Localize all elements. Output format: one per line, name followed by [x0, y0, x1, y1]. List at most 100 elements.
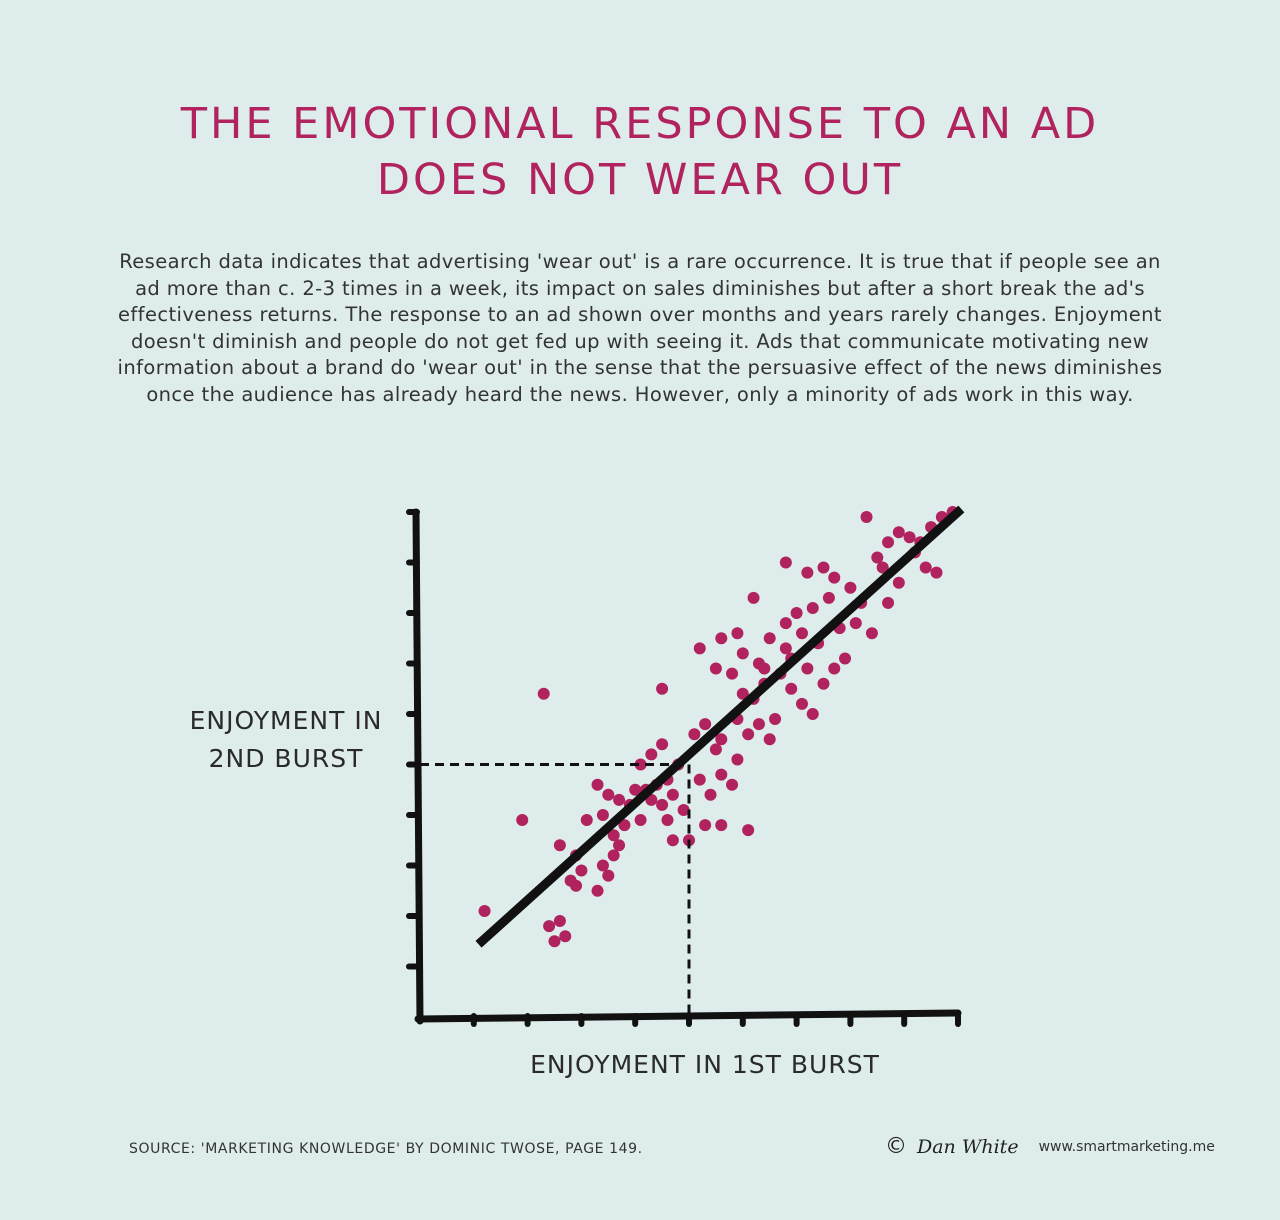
- data-point: [537, 687, 550, 700]
- data-point: [602, 788, 615, 801]
- data-point: [553, 839, 566, 852]
- data-point: [747, 591, 760, 604]
- data-point: [779, 556, 792, 569]
- data-point: [709, 743, 722, 756]
- source-citation: SOURCE: 'MARKETING KNOWLEDGE' BY DOMINIC…: [129, 1141, 643, 1157]
- data-point: [726, 778, 739, 791]
- data-point: [656, 682, 669, 695]
- data-point: [677, 803, 690, 816]
- data-point: [795, 627, 808, 640]
- data-point: [591, 884, 604, 897]
- copyright-block: © Dan White www.smartmarketing.me: [885, 1134, 1215, 1159]
- data-point: [699, 718, 712, 731]
- data-point: [871, 551, 884, 564]
- copyright-icon: ©: [885, 1134, 907, 1159]
- data-point: [634, 814, 647, 827]
- data-point: [602, 869, 615, 882]
- data-point: [828, 662, 841, 675]
- data-point: [817, 561, 830, 574]
- data-point: [769, 713, 782, 726]
- data-point: [613, 793, 626, 806]
- data-point: [779, 617, 792, 630]
- data-point: [876, 561, 889, 574]
- data-point: [806, 601, 819, 614]
- axes: [406, 508, 962, 1027]
- data-point: [801, 566, 814, 579]
- description-line: Research data indicates that advertising…: [119, 250, 1161, 273]
- data-point: [919, 561, 932, 574]
- data-point: [817, 677, 830, 690]
- data-point: [828, 571, 841, 584]
- data-point: [790, 607, 803, 619]
- data-point: [742, 728, 755, 741]
- data-point: [478, 904, 491, 917]
- data-point: [726, 667, 739, 680]
- data-point: [570, 879, 583, 892]
- data-point: [607, 849, 620, 862]
- data-point: [801, 662, 814, 675]
- data-point: [688, 728, 701, 741]
- data-point: [645, 748, 658, 761]
- data-point: [882, 596, 895, 609]
- data-point: [704, 788, 717, 801]
- data-point: [666, 788, 679, 801]
- data-point: [553, 915, 566, 928]
- data-point: [613, 839, 626, 852]
- data-point: [607, 829, 620, 842]
- data-point: [580, 814, 593, 827]
- data-point: [629, 783, 642, 796]
- trend-line: [475, 505, 965, 948]
- data-point: [839, 652, 852, 665]
- data-point: [860, 511, 873, 524]
- description-line: effectiveness returns. The response to a…: [118, 303, 1162, 327]
- data-point: [903, 531, 916, 544]
- data-point: [661, 814, 674, 827]
- data-point: [634, 758, 647, 771]
- reference-guides: [420, 763, 691, 1017]
- data-point: [575, 864, 588, 877]
- data-point: [543, 920, 556, 933]
- data-point: [548, 935, 561, 948]
- title-line-2: DOES NOT WEAR OUT: [376, 155, 904, 205]
- data-point: [693, 773, 706, 786]
- data-point: [763, 733, 776, 746]
- data-point: [731, 627, 744, 640]
- y-axis-label: ENJOYMENT IN 2ND BURST: [189, 706, 383, 773]
- data-point: [752, 718, 765, 731]
- data-point: [736, 687, 749, 700]
- data-point: [736, 647, 749, 660]
- data-point: [715, 632, 728, 645]
- data-point: [715, 768, 728, 781]
- data-point: [516, 814, 529, 827]
- description-line: ad more than c. 2-3 times in a week, its…: [135, 276, 1145, 300]
- data-point: [892, 576, 905, 589]
- website-link[interactable]: www.smartmarketing.me: [1038, 1138, 1215, 1155]
- data-point: [779, 642, 792, 655]
- data-point: [596, 809, 609, 821]
- data-point: [596, 859, 609, 872]
- data-point: [693, 642, 706, 655]
- description-line: doesn't diminish and people do not get f…: [130, 329, 1150, 353]
- title-line-1: THE EMOTIONAL RESPONSE TO AN AD: [180, 99, 1100, 149]
- data-point: [709, 662, 722, 675]
- description-paragraph: Research data indicates that advertising…: [100, 249, 1180, 409]
- data-point: [699, 819, 712, 832]
- data-point: [715, 733, 728, 746]
- data-point: [882, 536, 895, 549]
- data-point: [758, 662, 771, 675]
- data-point: [785, 682, 798, 695]
- data-point: [715, 819, 728, 832]
- x-axis-label: ENJOYMENT IN 1ST BURST: [530, 1050, 880, 1079]
- description-line: once the audience has already heard the …: [146, 382, 1134, 406]
- data-point: [666, 834, 679, 847]
- data-point: [822, 591, 835, 604]
- description-line: information about a brand do 'wear out' …: [117, 356, 1163, 380]
- data-point: [930, 566, 943, 579]
- data-point: [731, 753, 744, 766]
- data-point: [795, 697, 808, 710]
- data-point: [656, 738, 669, 751]
- data-point: [892, 526, 905, 539]
- data-point: [742, 824, 755, 837]
- page-title: THE EMOTIONAL RESPONSE TO AN AD DOES NOT…: [0, 96, 1280, 208]
